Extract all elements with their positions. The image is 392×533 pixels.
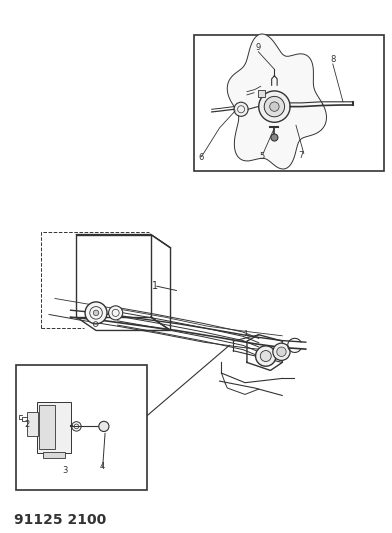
Text: 7: 7 (299, 151, 304, 160)
Bar (16, 365, 147, 490)
Circle shape (234, 102, 248, 116)
Circle shape (93, 310, 99, 316)
Text: 1: 1 (243, 330, 247, 336)
Circle shape (72, 422, 81, 431)
Circle shape (85, 302, 107, 324)
Text: 91125 2100: 91125 2100 (14, 513, 106, 527)
Circle shape (277, 347, 286, 357)
Bar (39, 405, 55, 449)
Bar (37, 402, 71, 453)
Bar (43, 452, 65, 458)
Circle shape (256, 346, 276, 366)
Bar (194, 35, 384, 171)
Text: 4: 4 (100, 462, 105, 471)
Circle shape (109, 306, 123, 320)
Polygon shape (227, 34, 327, 169)
Circle shape (99, 421, 109, 432)
Text: 5: 5 (260, 152, 265, 161)
Circle shape (273, 343, 290, 360)
Text: 6: 6 (199, 153, 204, 161)
Bar (258, 90, 265, 97)
Circle shape (260, 351, 271, 361)
Circle shape (270, 102, 279, 111)
Text: 9: 9 (256, 44, 261, 52)
Text: 2: 2 (24, 421, 29, 429)
Circle shape (259, 91, 290, 122)
Text: 3: 3 (62, 466, 67, 474)
Circle shape (264, 96, 285, 117)
Text: 8: 8 (330, 55, 336, 64)
Circle shape (271, 134, 278, 141)
Text: 1: 1 (152, 281, 158, 291)
Bar (27, 412, 38, 436)
